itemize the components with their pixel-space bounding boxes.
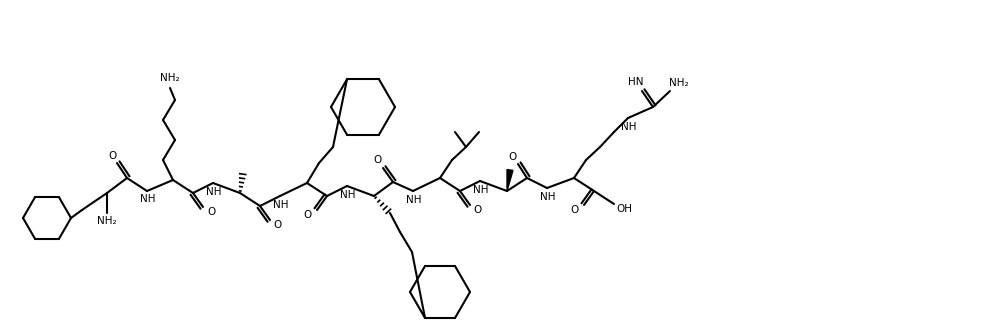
Polygon shape (507, 170, 513, 191)
Text: O: O (474, 205, 482, 215)
Text: O: O (108, 151, 116, 161)
Text: NH: NH (473, 185, 489, 195)
Text: NH: NH (207, 187, 222, 197)
Text: O: O (374, 155, 382, 165)
Text: NH: NH (340, 190, 355, 200)
Text: NH: NH (141, 194, 156, 204)
Text: NH₂: NH₂ (97, 216, 117, 226)
Text: O: O (303, 210, 312, 220)
Text: NH₂: NH₂ (670, 78, 689, 88)
Text: OH: OH (616, 204, 632, 214)
Text: O: O (273, 220, 282, 230)
Text: O: O (509, 152, 517, 162)
Text: NH: NH (540, 192, 556, 202)
Text: NH: NH (273, 200, 288, 210)
Text: O: O (571, 205, 579, 215)
Text: HN: HN (629, 77, 644, 87)
Text: NH: NH (406, 195, 422, 205)
Text: O: O (207, 207, 216, 217)
Text: NH₂: NH₂ (161, 73, 180, 83)
Text: NH: NH (621, 122, 637, 132)
